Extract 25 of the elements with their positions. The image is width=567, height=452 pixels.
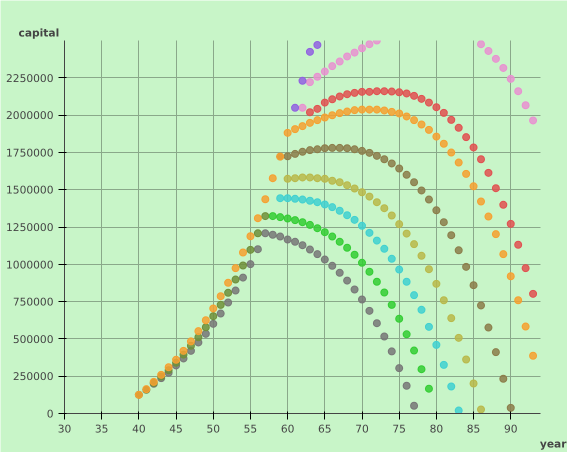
y-tick-label: 2000000 — [6, 109, 54, 122]
x-tick-label: 70 — [355, 422, 369, 436]
y-tick-label: 2250000 — [6, 72, 54, 85]
x-tick-label: 85 — [466, 422, 480, 436]
y-axis-title: capital — [18, 26, 60, 40]
x-tick-label: 55 — [244, 422, 258, 436]
x-tick-label: 35 — [94, 422, 108, 436]
y-tick-label: 250000 — [12, 370, 54, 384]
y-tick-label: 1500000 — [6, 184, 54, 197]
y-tick-label: 0 — [46, 408, 54, 420]
x-tick-label: 45 — [169, 422, 183, 436]
x-tick-label: 65 — [318, 422, 332, 436]
y-tick-label: 1750000 — [6, 146, 54, 160]
x-tick-label: 90 — [504, 422, 518, 436]
y-tick-label: 750000 — [12, 296, 54, 309]
y-tick-label: 1250000 — [6, 221, 54, 234]
x-tick-label: 60 — [280, 422, 295, 436]
x-axis-title: year — [540, 438, 567, 450]
x-tick-label: 30 — [58, 422, 72, 436]
y-tick-label: 1000000 — [6, 258, 54, 272]
x-tick-label: 80 — [430, 422, 444, 436]
x-tick-label: 50 — [206, 422, 220, 436]
y-tick-label: 500000 — [12, 332, 54, 346]
x-tick-label: 75 — [392, 422, 406, 436]
x-tick-label: 40 — [132, 422, 146, 436]
